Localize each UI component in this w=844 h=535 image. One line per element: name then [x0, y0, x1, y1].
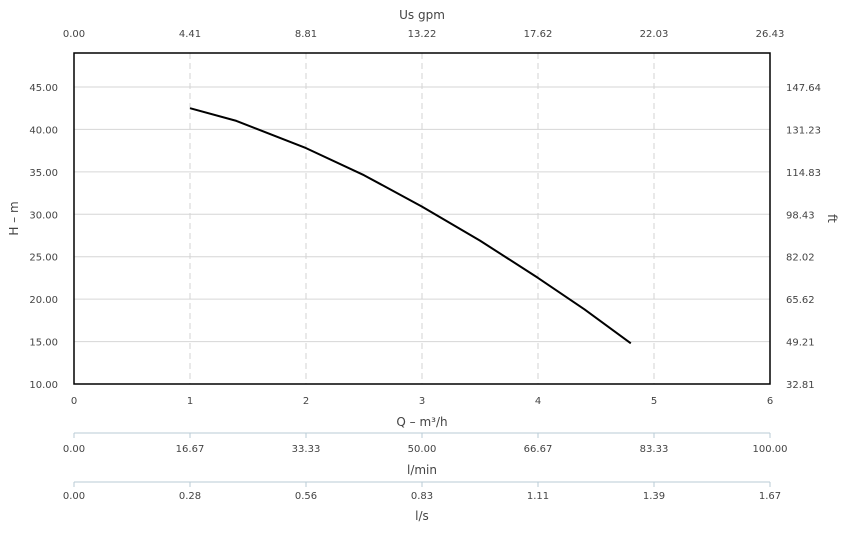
x_lmin-tick-label: 66.67: [524, 444, 553, 455]
x_ls-axis-title: l/s: [415, 509, 429, 523]
x_lmin-axis-title: l/min: [407, 463, 437, 477]
x-tick-label: 2: [303, 396, 309, 407]
x-tick-label: 5: [651, 396, 657, 407]
x-top-tick-label: 4.41: [179, 29, 201, 40]
y-right-tick-label: 131.23: [786, 125, 821, 136]
x-tick-label: 0: [71, 396, 77, 407]
y-tick-label: 10.00: [29, 380, 58, 391]
x-tick-label: 1: [187, 396, 193, 407]
y-tick-label: 35.00: [29, 168, 58, 179]
x-top-tick-label: 13.22: [408, 29, 437, 40]
y-axis-title: H – m: [7, 201, 21, 235]
x-top-tick-label: 8.81: [295, 29, 317, 40]
y-tick-label: 20.00: [29, 295, 58, 306]
x-top-tick-label: 0.00: [63, 29, 85, 40]
y-right-tick-label: 49.21: [786, 338, 815, 349]
y-right-tick-label: 147.64: [786, 83, 821, 94]
x-top-tick-label: 26.43: [756, 29, 785, 40]
x_lmin-tick-label: 50.00: [408, 444, 437, 455]
x-axis-title: Q – m³/h: [396, 415, 447, 429]
y-right-tick-label: 98.43: [786, 210, 815, 221]
x_ls-tick-label: 1.39: [643, 491, 665, 502]
x_ls-tick-label: 0.00: [63, 491, 85, 502]
y-tick-label: 40.00: [29, 125, 58, 136]
x_ls-tick-label: 0.28: [179, 491, 201, 502]
x_lmin-tick-label: 100.00: [753, 444, 788, 455]
x_ls-tick-label: 0.83: [411, 491, 433, 502]
x_lmin-tick-label: 0.00: [63, 444, 85, 455]
x-tick-label: 6: [767, 396, 773, 407]
y-right-tick-label: 114.83: [786, 168, 821, 179]
x_lmin-tick-label: 83.33: [640, 444, 669, 455]
y-right-tick-label: 32.81: [786, 380, 815, 391]
x-tick-label: 4: [535, 396, 541, 407]
series-line: [189, 107, 632, 345]
x_ls-tick-label: 1.11: [527, 491, 549, 502]
x_lmin-tick-label: 16.67: [176, 444, 205, 455]
x-tick-label: 3: [419, 396, 425, 407]
x_ls-tick-label: 1.67: [759, 491, 781, 502]
y-tick-label: 15.00: [29, 338, 58, 349]
x_lmin-tick-label: 33.33: [292, 444, 321, 455]
plot-frame: [73, 52, 771, 385]
x-top-tick-label: 22.03: [640, 29, 669, 40]
x-top-axis-title: Us gpm: [399, 8, 445, 22]
y-right-tick-label: 65.62: [786, 295, 815, 306]
y-tick-label: 30.00: [29, 210, 58, 221]
y-tick-label: 25.00: [29, 253, 58, 264]
y-tick-label: 45.00: [29, 83, 58, 94]
y-right-axis-title: ft: [825, 214, 839, 223]
y-right-tick-label: 82.02: [786, 253, 815, 264]
x-top-tick-label: 17.62: [524, 29, 553, 40]
x_ls-tick-label: 0.56: [295, 491, 317, 502]
